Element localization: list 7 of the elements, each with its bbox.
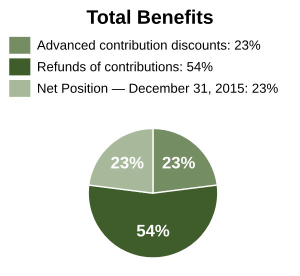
data-label: 23% bbox=[162, 156, 195, 169]
chart-title: Total Benefits bbox=[86, 10, 213, 24]
legend-label: Refunds of contributions: 54% bbox=[38, 62, 213, 72]
data-label: 23% bbox=[111, 156, 144, 169]
legend-label: Net Position — December 31, 2015: 23% bbox=[38, 83, 278, 94]
data-label: 54% bbox=[136, 224, 170, 237]
legend-label: Advanced contribution discounts: 23% bbox=[36, 40, 260, 50]
